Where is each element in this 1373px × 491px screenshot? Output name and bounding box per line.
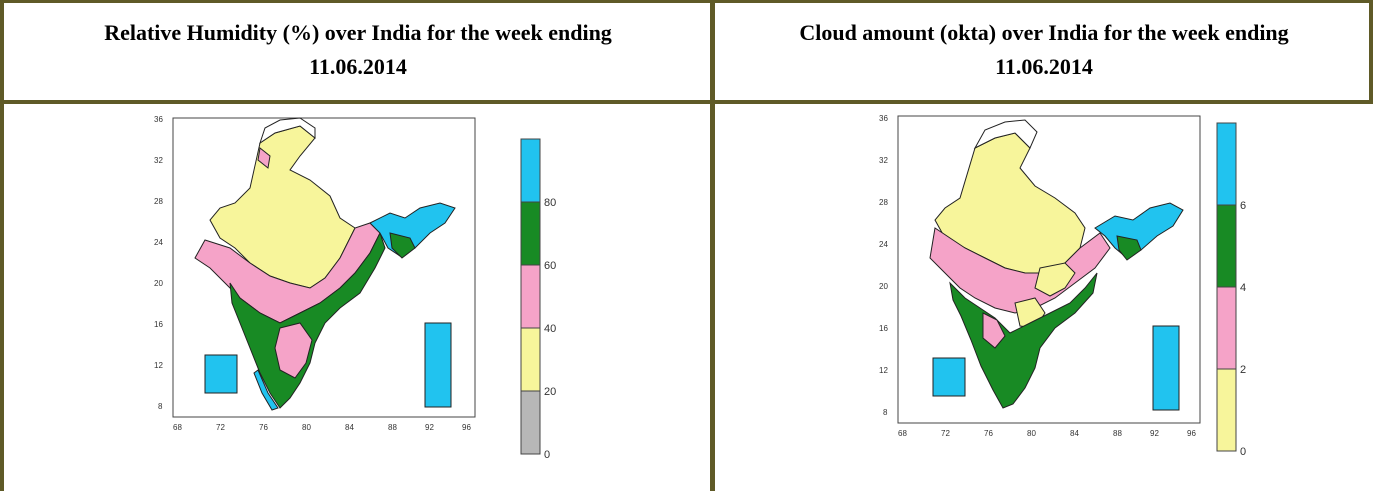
colorbar-label: 0 <box>544 449 550 461</box>
colorbar-label: 0 <box>1240 446 1246 458</box>
header-divider <box>0 100 1373 104</box>
x-tick: 76 <box>259 423 268 432</box>
colorbar-segment <box>520 327 541 392</box>
colorbar-segment <box>1216 122 1237 206</box>
y-tick: 24 <box>154 238 163 247</box>
colorbar-label: 4 <box>1240 282 1246 294</box>
x-axis: 68 72 76 80 84 88 92 96 <box>898 429 1196 438</box>
colorbar: 6 4 2 0 <box>1216 122 1246 458</box>
colorbar-label: 20 <box>544 386 556 398</box>
y-tick: 32 <box>879 156 888 165</box>
colorbar-label: 80 <box>544 197 556 209</box>
y-tick: 8 <box>158 402 163 411</box>
x-tick: 88 <box>388 423 397 432</box>
y-tick: 32 <box>154 156 163 165</box>
y-tick: 16 <box>879 324 888 333</box>
colorbar-segment <box>1216 204 1237 288</box>
colorbar: 80 60 40 20 0 <box>520 138 556 461</box>
india-map-cloud <box>929 119 1184 411</box>
x-tick: 88 <box>1113 429 1122 438</box>
colorbar-label: 6 <box>1240 200 1246 212</box>
x-tick: 68 <box>173 423 182 432</box>
colorbar-label: 60 <box>544 260 556 272</box>
colorbar-segment <box>520 390 541 455</box>
colorbar-label: 40 <box>544 323 556 335</box>
y-tick: 28 <box>154 197 163 206</box>
colorbar-segment <box>520 138 541 203</box>
cloud-map: 36 32 28 24 20 16 12 8 68 72 76 80 84 88… <box>879 114 1246 458</box>
x-tick: 80 <box>302 423 311 432</box>
colorbar-segment <box>520 264 541 329</box>
x-tick: 84 <box>345 423 354 432</box>
y-tick: 36 <box>154 115 163 124</box>
title-line2: 11.06.2014 <box>995 54 1093 79</box>
right-border <box>1369 0 1373 103</box>
x-tick: 96 <box>1187 429 1196 438</box>
x-tick: 92 <box>1150 429 1159 438</box>
title-line1: Cloud amount (okta) over India for the w… <box>799 20 1289 45</box>
y-tick: 12 <box>154 361 163 370</box>
colorbar-segment <box>520 201 541 266</box>
title-line1: Relative Humidity (%) over India for the… <box>104 20 612 45</box>
top-border <box>0 0 1373 3</box>
y-tick: 28 <box>879 198 888 207</box>
x-axis: 68 72 76 80 84 88 92 96 <box>173 423 471 432</box>
y-axis: 36 32 28 24 20 16 12 8 <box>154 115 163 411</box>
y-tick: 12 <box>879 366 888 375</box>
y-tick: 24 <box>879 240 888 249</box>
humidity-map: 36 32 28 24 20 16 12 8 68 72 76 80 84 88… <box>154 115 556 461</box>
india-map-humidity <box>194 117 456 411</box>
y-axis: 36 32 28 24 20 16 12 8 <box>879 114 888 417</box>
x-tick: 72 <box>216 423 225 432</box>
x-tick: 72 <box>941 429 950 438</box>
y-tick: 20 <box>154 279 163 288</box>
y-tick: 36 <box>879 114 888 123</box>
panel-title-cloud: Cloud amount (okta) over India for the w… <box>694 16 1373 84</box>
colorbar-label: 2 <box>1240 364 1246 376</box>
x-tick: 92 <box>425 423 434 432</box>
x-tick: 76 <box>984 429 993 438</box>
y-tick: 20 <box>879 282 888 291</box>
y-tick: 16 <box>154 320 163 329</box>
left-border <box>0 0 4 491</box>
x-tick: 96 <box>462 423 471 432</box>
title-line2: 11.06.2014 <box>309 54 407 79</box>
x-tick: 68 <box>898 429 907 438</box>
y-tick: 8 <box>883 408 888 417</box>
colorbar-segment <box>1216 368 1237 452</box>
x-tick: 80 <box>1027 429 1036 438</box>
panel-title-humidity: Relative Humidity (%) over India for the… <box>8 16 708 84</box>
colorbar-segment <box>1216 286 1237 370</box>
middle-divider <box>710 0 715 491</box>
x-tick: 84 <box>1070 429 1079 438</box>
